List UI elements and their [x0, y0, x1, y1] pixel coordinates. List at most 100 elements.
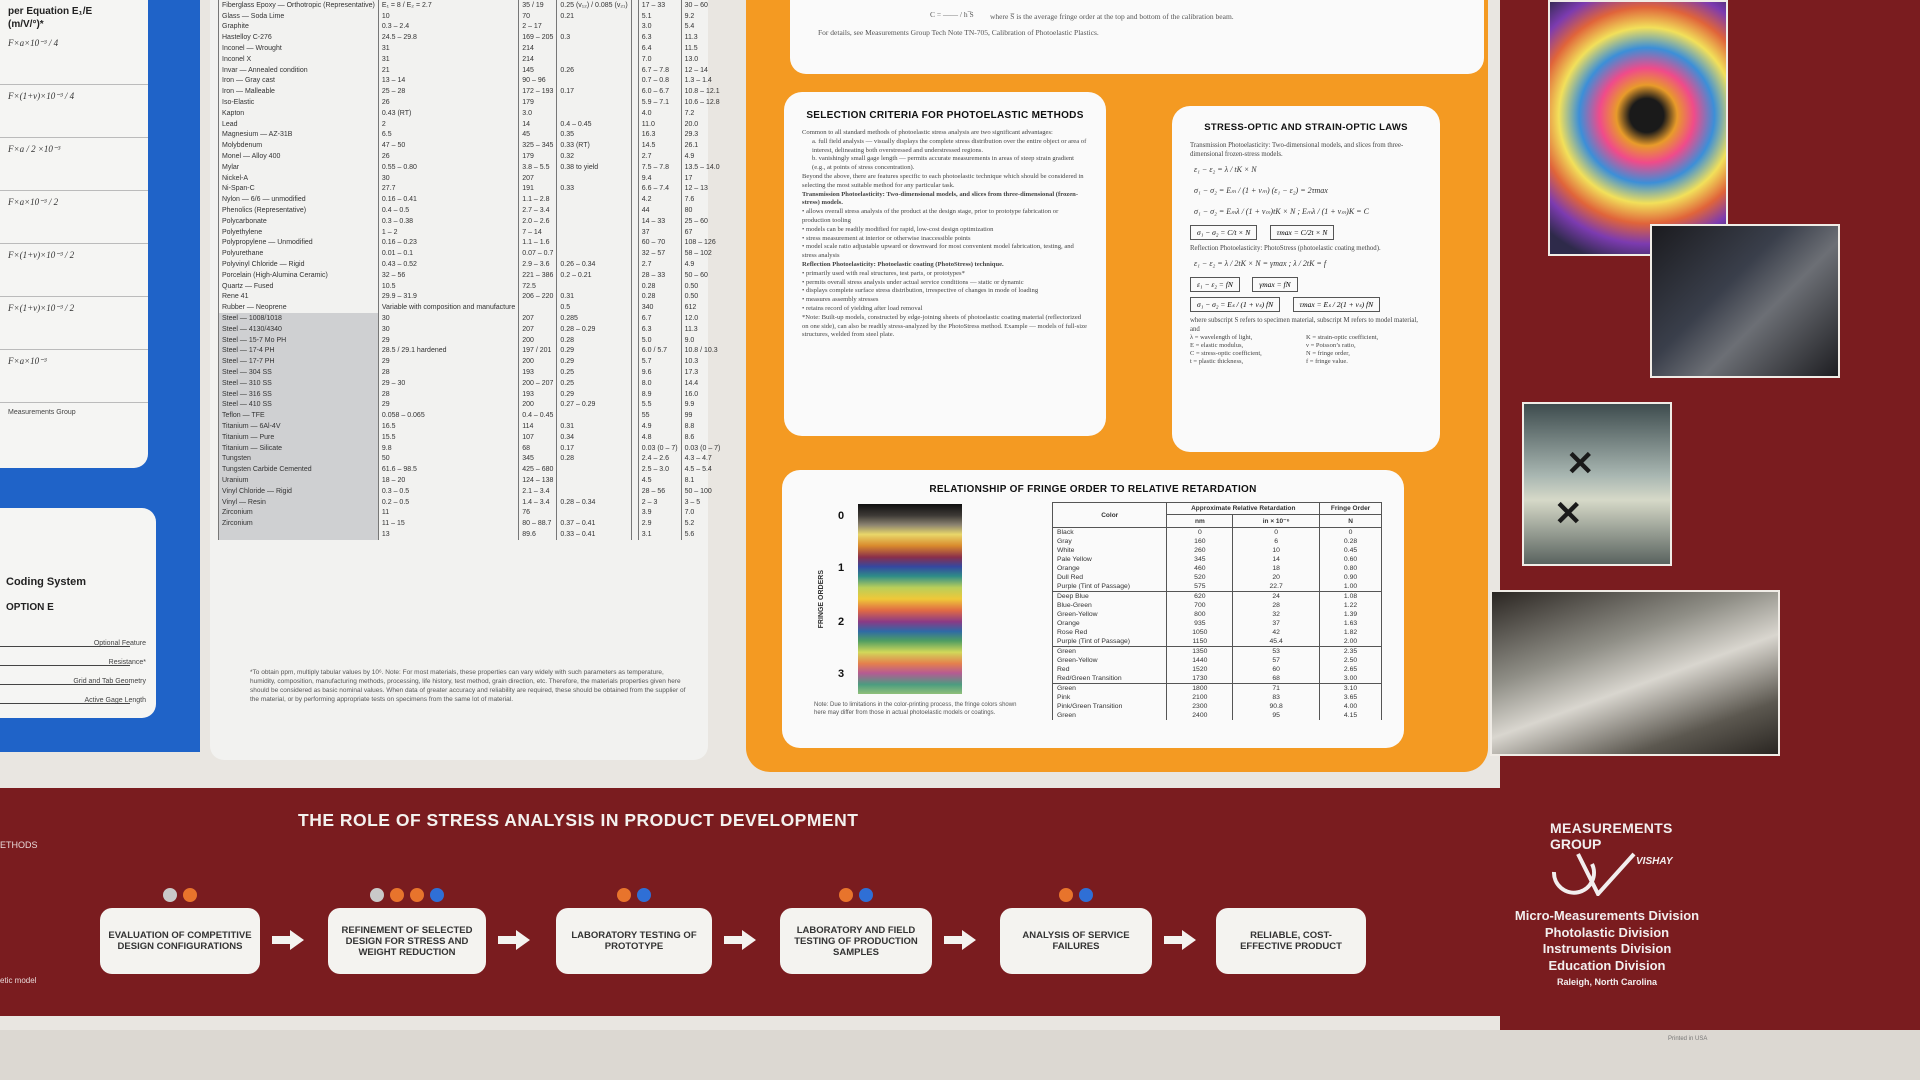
fringe-value: 1.39	[1319, 610, 1382, 619]
coding-title: Coding System	[6, 576, 87, 588]
fringe-value: 1730	[1166, 674, 1234, 684]
material-value: 2.0 – 2.6	[518, 215, 557, 227]
fringe-value: 0.90	[1319, 573, 1382, 582]
material-value	[630, 334, 639, 346]
table-row: Porcelain (High-Alumina Ceramic) 32 – 56 2…	[218, 269, 724, 281]
material-name: Polyethylene	[218, 226, 379, 238]
material-value: 11.5	[680, 43, 724, 54]
table-row: Rose Red 1050 42 1.82	[1051, 628, 1382, 637]
laws-transmission-heading: Transmission Photoelasticity: Two-dimens…	[1190, 142, 1404, 158]
material-name: Monel — Alloy 400	[218, 151, 379, 162]
material-value: 0.33	[556, 183, 632, 195]
material-value: 13.5 – 14.0	[680, 161, 724, 173]
process-step: EVALUATION OF COMPETITIVE DESIGN CONFIGU…	[100, 908, 260, 974]
process-step: RELIABLE, COST-EFFECTIVE PRODUCT	[1216, 908, 1366, 974]
material-value: 2.9 – 3.6	[518, 259, 557, 270]
table-row: Vinyl — Resin 0.2 – 0.5 1.4 – 3.4 0.28 – 0.…	[218, 496, 724, 508]
structure-coating-photo: ✕ ✕	[1522, 402, 1672, 566]
material-value: 17	[680, 172, 724, 184]
material-value: 0.31	[556, 291, 632, 303]
material-value: 10	[377, 10, 519, 22]
status-dot	[617, 888, 631, 902]
material-value	[556, 237, 632, 249]
material-value: 89.6	[518, 529, 557, 540]
table-row: Steel — 17-4 PH 28.5 / 29.1 hardened 197 /…	[218, 345, 724, 357]
material-value	[630, 259, 639, 270]
material-name: Nylon — 6/6 — unmodified	[218, 194, 379, 206]
material-value: 4.9	[680, 151, 724, 162]
law-box-4: γmax = fN	[1252, 277, 1298, 292]
material-name: Titanium — 6Al-4V	[218, 421, 379, 432]
material-value: 29	[377, 334, 519, 346]
material-value: 0.03 (0 – 7)	[637, 442, 682, 454]
list-item: • measures assembly stresses	[802, 296, 879, 304]
table-row: Polypropylene — Unmodified 0.16 – 0.23 1.1…	[218, 237, 724, 249]
material-value: 29.3	[680, 129, 724, 141]
material-value	[630, 118, 639, 130]
status-dot	[859, 888, 873, 902]
table-row: Mylar 0.55 – 0.80 3.8 – 5.5 0.38 to yield 7.…	[218, 161, 724, 173]
material-value	[518, 302, 557, 314]
material-value	[630, 32, 639, 44]
divisions-list: Micro-Measurements Division Photolastic …	[1494, 908, 1720, 991]
material-value: 7.0	[637, 53, 682, 65]
fringe-color-name: Pink/Green Transition	[1051, 702, 1168, 711]
material-name: Steel — 316 SS	[218, 388, 379, 400]
material-value: 7.0	[680, 507, 724, 519]
photoelastic-fringe-photo	[1548, 0, 1728, 256]
material-value: 5.5	[637, 399, 682, 411]
fringe-value: 20	[1232, 573, 1321, 582]
material-value: 12 – 13	[680, 183, 724, 195]
material-value: 0.7 – 0.8	[637, 75, 682, 87]
fringe-color-name: Red	[1051, 665, 1168, 674]
fringe-value: 0	[1232, 527, 1321, 537]
material-value: 0.55 – 0.80	[377, 161, 519, 173]
table-row: Purple (Tint of Passage) 1150 45.4 2.00	[1051, 637, 1382, 647]
material-value	[630, 291, 639, 303]
formula-header: per Equation E₁/E	[8, 6, 93, 17]
material-name: Tungsten Carbide Cemented	[218, 464, 379, 476]
selection-transmission-list: • allows overall stress analysis of the …	[802, 208, 1088, 261]
material-value: 0.43 – 0.52	[377, 259, 519, 270]
definition-item: K = strain-optic coefficient,	[1306, 334, 1379, 341]
fringe-order-3: 3	[838, 668, 845, 680]
list-item: • models can be readily modified for rap…	[802, 225, 994, 233]
table-row: 13 89.6 0.33 – 0.41 3.1 5.6	[218, 529, 724, 540]
fringe-value: 1520	[1166, 665, 1234, 674]
material-value: 90 – 96	[518, 75, 557, 87]
table-row: Orange 935 37 1.63	[1051, 619, 1382, 628]
material-value: 17.3	[680, 367, 724, 378]
material-name: Kapton	[218, 107, 379, 119]
material-value	[556, 194, 632, 206]
table-row: Inconel X 31 214 7.0 13.0	[218, 53, 724, 65]
fringe-color-name: Purple (Tint of Passage)	[1051, 582, 1168, 592]
material-value	[630, 226, 639, 238]
material-value: 0.4 – 0.45	[518, 410, 557, 422]
table-row: Titanium — 6Al-4V 16.5 114 0.31 4.9 8.8	[218, 421, 724, 432]
fringe-value: 620	[1166, 591, 1234, 601]
material-value: 0.058 – 0.065	[377, 410, 519, 422]
material-value: 0.28	[556, 334, 632, 346]
process-step: LABORATORY TESTING OF PROTOTYPE	[556, 908, 712, 974]
band-left-label: ETHODS	[0, 840, 38, 850]
table-row: Invar — Annealed condition 21 145 0.26 6.7 –…	[218, 64, 724, 76]
material-value: 9.6	[637, 367, 682, 378]
fringe-value: 2100	[1166, 693, 1234, 702]
material-value: 0.43 (RT)	[377, 107, 519, 119]
material-value: 5.9 – 7.1	[637, 97, 682, 108]
fringe-value: 95	[1232, 711, 1321, 720]
material-value: 11 – 15	[377, 518, 519, 530]
material-name: Invar — Annealed condition	[218, 64, 379, 76]
fringe-value: 3.10	[1319, 683, 1382, 693]
material-value: 15.5	[377, 431, 519, 443]
fringe-value: 2.65	[1319, 665, 1382, 674]
material-value: 68	[518, 442, 557, 454]
material-value	[630, 421, 639, 432]
table-row: Teflon — TFE 0.058 – 0.065 0.4 – 0.45 55 99	[218, 410, 724, 422]
material-value: 6.3	[637, 32, 682, 44]
material-value: 200	[518, 399, 557, 411]
material-value: 0.33 (RT)	[556, 140, 632, 152]
material-value	[630, 21, 639, 33]
fringe-value: 68	[1232, 674, 1321, 684]
material-name: Steel — 17-7 PH	[218, 356, 379, 368]
